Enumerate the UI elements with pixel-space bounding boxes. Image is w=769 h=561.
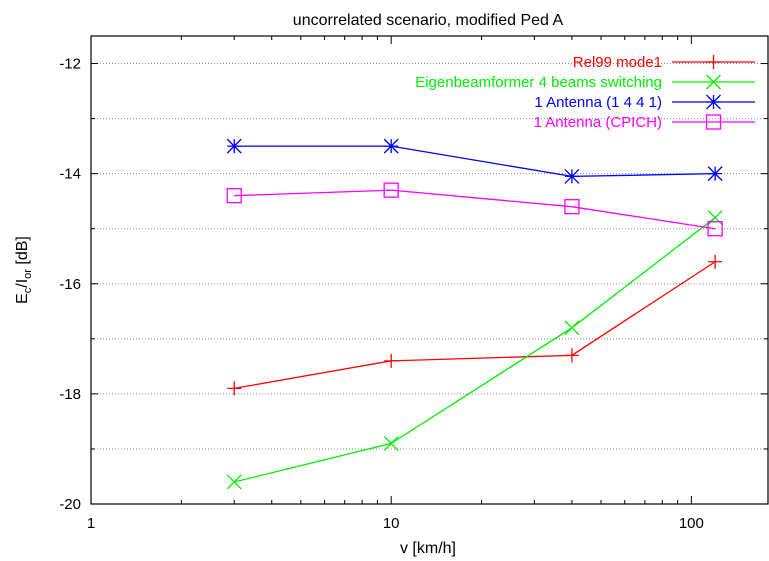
legend-marker — [705, 114, 722, 130]
series-4 — [226, 182, 723, 237]
series-line — [234, 261, 716, 390]
y-axis-label: Ec/Ior [dB] — [14, 236, 34, 304]
plot-frame — [90, 35, 769, 505]
data-point — [383, 138, 399, 154]
series-line — [234, 189, 716, 230]
series-3 — [226, 138, 723, 184]
data-point — [226, 138, 242, 154]
series-line — [234, 217, 716, 483]
y-tick-label: -14 — [59, 166, 81, 183]
axis-ticks: -20 -18 -16 -14 -12 1 10 100 — [59, 36, 768, 532]
chart-title: uncorrelated scenario, modified Ped A — [293, 12, 564, 29]
data-point — [707, 221, 723, 237]
series-layer — [226, 138, 723, 490]
x-tick-label: 10 — [383, 515, 400, 532]
series-2 — [226, 210, 723, 490]
data-point — [707, 166, 723, 182]
data-point — [383, 182, 399, 198]
x-tick-label: 100 — [679, 515, 704, 532]
data-point — [227, 381, 242, 396]
legend-marker — [706, 74, 721, 90]
data-point — [707, 210, 723, 226]
data-point — [383, 435, 399, 451]
data-point — [564, 168, 580, 184]
x-tick-label: 1 — [87, 515, 95, 532]
data-point — [384, 353, 399, 368]
y-tick-label: -20 — [59, 496, 81, 513]
data-point — [226, 188, 242, 204]
y-tick-label: -16 — [59, 276, 81, 293]
series-1 — [227, 254, 723, 396]
legend: Rel99 mode1 Eigenbeamformer 4 beams switc… — [415, 54, 755, 131]
y-label-sub1: c — [22, 287, 34, 293]
data-point — [564, 320, 580, 336]
y-tick-label: -18 — [59, 386, 81, 403]
data-point — [564, 199, 580, 215]
y-label-sub2: or — [22, 269, 34, 279]
legend-label: 1 Antenna (1 4 4 1) — [534, 94, 662, 111]
legend-marker — [706, 94, 721, 110]
y-label-mid: /I — [14, 279, 31, 288]
data-point — [708, 254, 723, 269]
data-point — [226, 474, 242, 490]
grid — [91, 63, 768, 450]
y-tick-label: -12 — [59, 56, 81, 73]
legend-label: Rel99 mode1 — [573, 54, 662, 71]
data-point — [564, 348, 579, 363]
legend-marker — [706, 55, 721, 69]
y-label-tail: [dB] — [14, 236, 31, 269]
legend-label: 1 Antenna (CPICH) — [534, 114, 662, 131]
y-label-main: E — [14, 293, 31, 304]
legend-label: Eigenbeamformer 4 beams switching — [415, 74, 662, 91]
x-axis-label: v [km/h] — [400, 540, 456, 557]
series-line — [234, 145, 716, 178]
